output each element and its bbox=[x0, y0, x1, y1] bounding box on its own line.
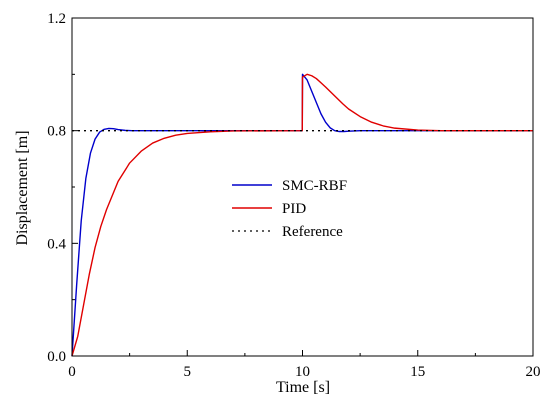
plot-lines bbox=[71, 73, 533, 357]
y-tick-label: 0.4 bbox=[47, 236, 66, 252]
x-tick-label: 20 bbox=[526, 364, 541, 380]
y-tick-label: 1.2 bbox=[47, 11, 66, 27]
x-tick-label: 5 bbox=[184, 364, 192, 380]
x-tick-label: 15 bbox=[410, 364, 425, 380]
x-tick-label: 0 bbox=[68, 364, 76, 380]
series-line-1 bbox=[71, 73, 533, 357]
legend-label-2: Reference bbox=[282, 224, 343, 240]
x-tick-label: 10 bbox=[295, 364, 310, 380]
x-axis-label: Time [s] bbox=[276, 379, 330, 396]
axis-ticks bbox=[71, 17, 534, 357]
y-axis-label: Displacement [m] bbox=[14, 130, 31, 245]
legend: SMC-RBF PID Reference bbox=[232, 178, 347, 240]
y-tick-label: 0.8 bbox=[47, 124, 66, 140]
y-tick-label: 0.0 bbox=[47, 349, 66, 365]
legend-label-0: SMC-RBF bbox=[282, 178, 347, 194]
legend-label-1: PID bbox=[282, 201, 306, 217]
tick-labels: 0 5 10 15 20 0.0 0.4 0.8 1.2 bbox=[47, 11, 540, 380]
